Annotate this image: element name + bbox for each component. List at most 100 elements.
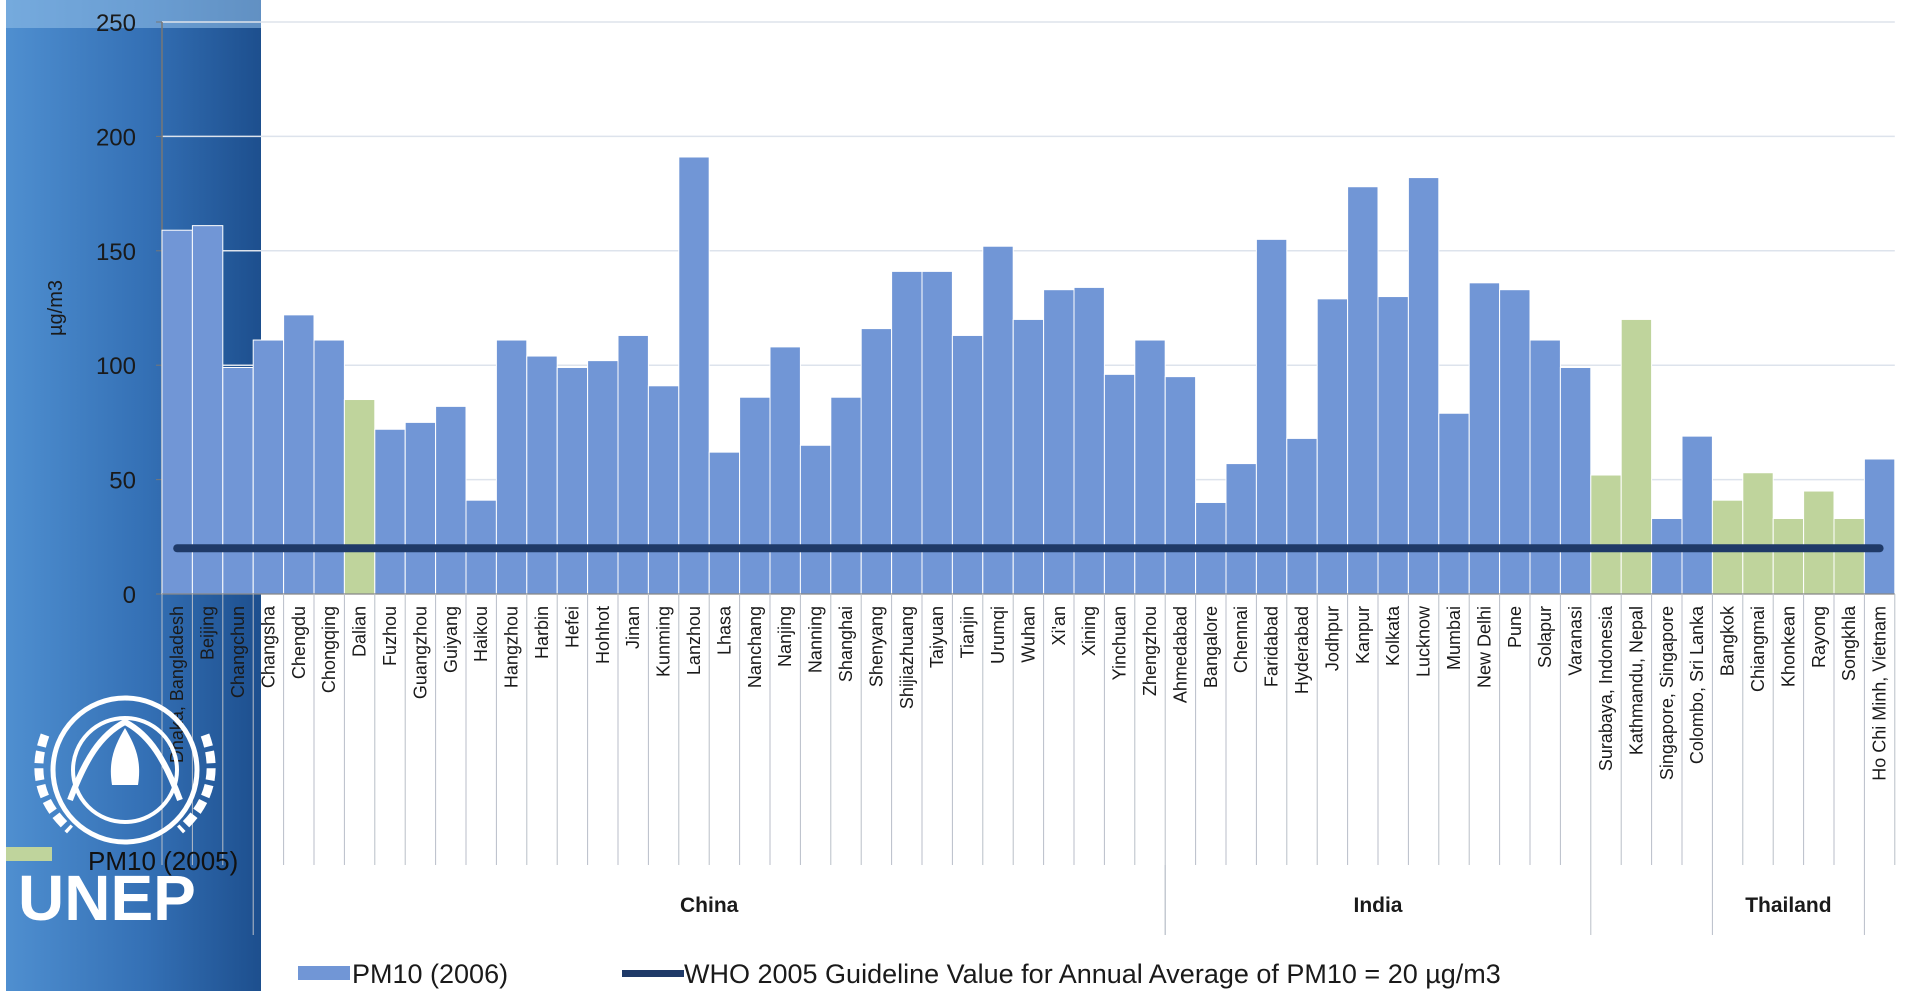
x-tick-label: Jodhpur bbox=[1322, 606, 1342, 671]
x-tick-label: Guiyang bbox=[441, 606, 461, 673]
bar bbox=[1255, 238, 1288, 595]
x-tick-label: Shijiazhuang bbox=[897, 606, 917, 709]
x-tick-label: Hefei bbox=[562, 606, 582, 648]
bar bbox=[526, 355, 558, 595]
x-tick-label: Ahmedabad bbox=[1170, 606, 1190, 703]
bar bbox=[1681, 435, 1713, 595]
group-label: China bbox=[680, 894, 739, 917]
x-tick-label: Taiyuan bbox=[927, 606, 947, 668]
bar bbox=[617, 334, 649, 595]
x-tick-label: Wuhan bbox=[1018, 606, 1038, 663]
bar bbox=[343, 399, 376, 595]
x-tick-label: Kathmandu, Nepal bbox=[1626, 606, 1646, 755]
bar bbox=[1347, 186, 1379, 595]
x-tick-label: Ho Chi Minh, Vietnam bbox=[1870, 606, 1890, 781]
x-tick-label: Xining bbox=[1079, 606, 1099, 656]
y-tick-label: 200 bbox=[96, 124, 136, 151]
y-tick-label: 150 bbox=[96, 239, 136, 266]
bar bbox=[313, 339, 345, 595]
x-tick-label: Singapore, Singapore bbox=[1657, 606, 1677, 780]
legend-swatch-who-guideline bbox=[622, 970, 684, 977]
x-tick-label: Hangzhou bbox=[502, 606, 522, 688]
x-tick-label: Nanning bbox=[806, 606, 826, 673]
y-axis: 0 50 100 150 200 250 µg/m3 bbox=[45, 10, 163, 609]
x-tick-label: Kolkata bbox=[1383, 605, 1403, 666]
legend-label-pm10-2005: PM10 (2005) bbox=[88, 846, 238, 876]
x-tick-label: Guangzhou bbox=[410, 606, 430, 699]
x-tick-label: Nanchang bbox=[745, 606, 765, 688]
bars bbox=[161, 156, 1896, 595]
x-tick-label: Beijing bbox=[198, 606, 218, 660]
x-tick-label: Kunming bbox=[654, 606, 674, 677]
y-axis-title: µg/m3 bbox=[45, 280, 67, 336]
x-tick-label: Pune bbox=[1505, 606, 1525, 648]
legend-swatch-pm10-2006 bbox=[298, 966, 350, 980]
bar bbox=[1620, 318, 1653, 595]
x-tick-label: Chennai bbox=[1231, 606, 1251, 673]
bar bbox=[1286, 437, 1318, 595]
x-tick-label: Urumqi bbox=[988, 606, 1008, 664]
bar bbox=[435, 405, 467, 595]
legend-item-pm10-2006: PM10 (2006) bbox=[298, 959, 508, 989]
bar bbox=[1407, 177, 1440, 595]
x-tick-label: Mumbai bbox=[1444, 606, 1464, 670]
x-tick-label: Changchun bbox=[228, 606, 248, 698]
x-tick-label: Faridabad bbox=[1262, 606, 1282, 687]
bar bbox=[678, 156, 710, 595]
y-tick-label: 0 bbox=[123, 582, 136, 609]
legend-label-who-guideline: WHO 2005 Guideline Value for Annual Aver… bbox=[684, 959, 1501, 989]
bar bbox=[830, 396, 862, 595]
x-tick-label: New Delhi bbox=[1474, 606, 1494, 688]
legend-item-pm10-2005: PM10 (2005) bbox=[6, 846, 238, 876]
bar bbox=[1134, 339, 1166, 595]
x-tick-label: Fuzhou bbox=[380, 606, 400, 666]
unep-logo: UNEP bbox=[18, 695, 216, 934]
bar bbox=[647, 385, 680, 595]
x-tick-label: Chiangmai bbox=[1748, 606, 1768, 692]
x-tick-label: Chongqing bbox=[319, 606, 339, 693]
x-tick-label: Songkhla bbox=[1839, 605, 1859, 681]
bar bbox=[495, 339, 528, 595]
x-tick-label: Xi'an bbox=[1049, 606, 1069, 645]
bar bbox=[161, 229, 193, 595]
x-tick-label: Zhengzhou bbox=[1140, 606, 1160, 696]
legend-swatch-pm10-2005 bbox=[6, 847, 52, 861]
x-tick-label: Chengdu bbox=[289, 606, 309, 679]
y-tick-label: 100 bbox=[96, 353, 136, 380]
country-groups: China India Thailand bbox=[252, 865, 1865, 935]
x-tick-label: Hyderabad bbox=[1292, 606, 1312, 694]
bar bbox=[1803, 490, 1835, 595]
bar bbox=[1468, 282, 1501, 595]
x-tick-label: Surabaya, Indonesia bbox=[1596, 605, 1616, 771]
unep-logo-text: UNEP bbox=[18, 862, 196, 934]
un-emblem-icon bbox=[34, 695, 216, 845]
bar bbox=[587, 360, 619, 595]
bar bbox=[1651, 517, 1683, 595]
bar bbox=[769, 346, 801, 595]
y-tick-label: 50 bbox=[109, 468, 136, 495]
legend-label-pm10-2006: PM10 (2006) bbox=[352, 959, 508, 989]
bar bbox=[404, 421, 437, 595]
bar bbox=[1559, 366, 1592, 595]
x-tick-label: Jinan bbox=[623, 606, 643, 649]
bar bbox=[1164, 376, 1197, 595]
x-tick-label: Hohhot bbox=[593, 606, 613, 664]
x-tick-label: Nanjing bbox=[775, 606, 795, 667]
x-tick-label: Bangalore bbox=[1201, 606, 1221, 688]
legend-item-who-guideline: WHO 2005 Guideline Value for Annual Aver… bbox=[622, 959, 1501, 989]
bar bbox=[252, 339, 285, 595]
x-tick-label: Yinchuan bbox=[1110, 606, 1130, 680]
x-tick-label: Haikou bbox=[471, 606, 491, 662]
x-tick-label: Harbin bbox=[532, 606, 552, 659]
bar bbox=[1438, 412, 1470, 595]
bar bbox=[799, 444, 832, 595]
x-tick-label: Shanghai bbox=[836, 606, 856, 682]
bar bbox=[1833, 517, 1865, 595]
x-tick-label: Bangkok bbox=[1718, 605, 1738, 676]
x-tick-label: Changsha bbox=[258, 605, 278, 688]
bar bbox=[708, 451, 741, 595]
x-tick-label: Rayong bbox=[1809, 606, 1829, 668]
bar bbox=[951, 334, 984, 595]
